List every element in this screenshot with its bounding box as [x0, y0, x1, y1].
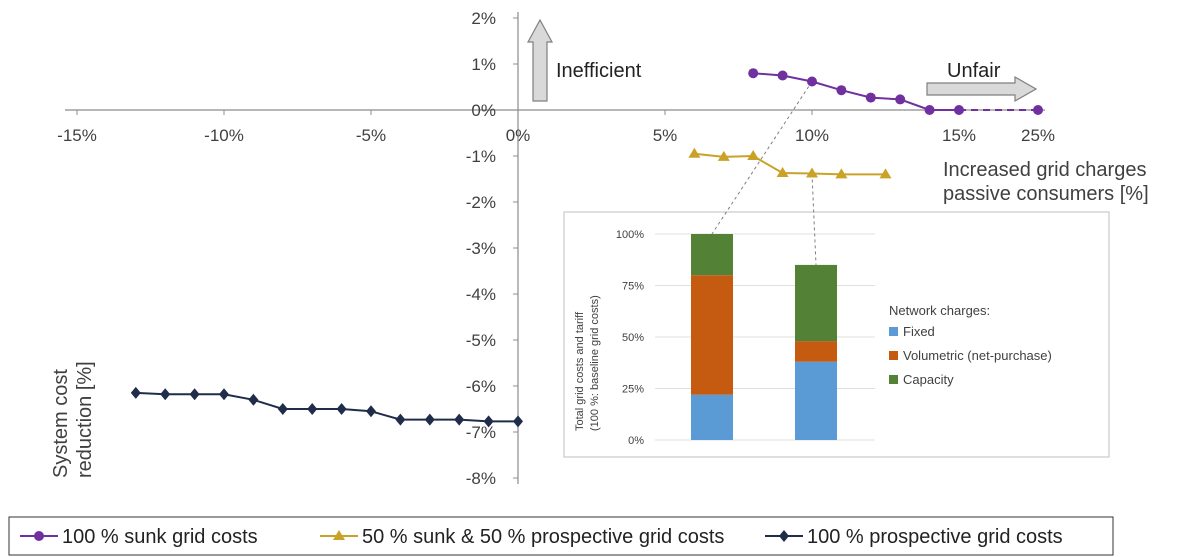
inset-y-tick-label: 100%	[616, 229, 644, 241]
x-tick-label: -10%	[204, 126, 244, 145]
x-tick-label: 15%	[942, 126, 976, 145]
data-point	[366, 405, 376, 418]
x-tick-label: 0%	[506, 126, 531, 145]
data-point	[924, 105, 935, 115]
main-plot: -15% -10% -5% 0% 5% 10% 15% 25% 2% 1% 0% -1% -2% -3% -…	[57, 9, 1055, 488]
inset-legend-label: Fixed	[903, 324, 935, 339]
inset-bar-segment-fixed	[691, 394, 733, 440]
data-point	[865, 92, 876, 103]
data-point	[307, 403, 318, 415]
inset-legend-title: Network charges:	[889, 303, 990, 318]
data-point	[395, 413, 406, 426]
data-point	[806, 167, 818, 178]
x-axis-title-line1: Increased grid charges	[943, 159, 1146, 181]
data-point	[776, 167, 789, 178]
series-layer	[130, 68, 1043, 428]
data-point	[160, 388, 171, 401]
unfair-label: Unfair	[947, 60, 1001, 82]
data-point	[333, 530, 345, 540]
connector-line	[711, 81, 813, 235]
data-point	[836, 85, 847, 96]
inefficient-label: Inefficient	[556, 60, 642, 82]
y-tick-label: 1%	[471, 55, 496, 74]
data-point	[513, 415, 523, 428]
legend-label: 100 % sunk grid costs	[62, 526, 258, 548]
series-line	[753, 72, 959, 111]
data-point	[277, 403, 288, 415]
data-point	[807, 76, 817, 87]
inset-legend-swatch	[889, 351, 898, 360]
x-tick-label: -15%	[57, 126, 97, 145]
legend: 100 % sunk grid costs 50 % sunk & 50 % pr…	[20, 526, 1063, 548]
inset-stacked-bar-chart: 100% 75% 50% 25% 0% Total grid costs and tari…	[574, 229, 1052, 447]
data-point	[248, 393, 259, 406]
y-tick-label: -1%	[466, 147, 496, 166]
data-point	[895, 94, 906, 105]
data-point	[835, 168, 848, 179]
data-point	[1033, 105, 1043, 115]
inset-legend-label: Volumetric (net-purchase)	[903, 348, 1052, 363]
unfair-annotation: Unfair	[926, 60, 1038, 103]
data-point	[34, 531, 44, 541]
data-point	[454, 413, 465, 426]
inset-y-tick-label: 25%	[622, 384, 644, 396]
data-point	[717, 150, 730, 161]
inset-bar-segment-capacity	[795, 264, 837, 342]
inset-y-axis-title-line2: (100 %: baseline grid costs)	[589, 295, 601, 431]
inset-connector-lines	[711, 81, 817, 265]
y-tick-label: -6%	[466, 377, 496, 396]
inset-bar-segment-volumetric	[795, 341, 837, 362]
data-point	[219, 388, 229, 401]
legend-label: 100 % prospective grid costs	[807, 526, 1063, 548]
inset-y-axis-title-line1: Total grid costs and tariff	[574, 311, 586, 431]
y-tick-label: -8%	[466, 469, 496, 488]
series-triangle	[688, 147, 892, 179]
inset-legend-label: Capacity	[903, 372, 954, 387]
y-axis-title-line1: System cost	[50, 369, 72, 478]
inset-y-tick-label: 75%	[622, 281, 644, 293]
y-tick-label: 0%	[471, 101, 496, 120]
y-tick-label: -7%	[466, 423, 496, 442]
x-tick-label: -5%	[356, 126, 386, 145]
inset-bar-segment-fixed	[795, 361, 837, 440]
data-point	[777, 70, 788, 81]
inset-y-tick-label: 0%	[628, 435, 644, 447]
y-tick-label: -4%	[466, 285, 496, 304]
data-point	[879, 168, 892, 179]
y-tick-label: -5%	[466, 331, 496, 350]
data-point	[130, 386, 141, 399]
x-axis-title-line2: passive consumers [%]	[943, 183, 1149, 205]
data-point	[189, 388, 200, 401]
data-point	[424, 413, 435, 426]
inset-bar-segment-capacity	[691, 234, 733, 276]
inset-bar-segment-volumetric	[691, 275, 733, 395]
x-tick-label: 10%	[795, 126, 829, 145]
series-circle	[748, 68, 1043, 115]
x-tick-label: 5%	[653, 126, 678, 145]
inefficient-annotation: Inefficient	[526, 18, 642, 102]
x-tick-label: 25%	[1021, 126, 1055, 145]
inset-y-tick-label: 50%	[622, 332, 644, 344]
y-axis-title-line2: reduction [%]	[74, 361, 96, 478]
inset-legend-swatch	[889, 327, 898, 336]
data-point	[688, 147, 701, 158]
data-point	[336, 403, 347, 415]
inset-legend-swatch	[889, 375, 898, 384]
data-point	[954, 105, 964, 115]
legend-label: 50 % sunk & 50 % prospective grid costs	[362, 526, 724, 548]
unfair-arrow-icon	[926, 75, 1038, 103]
series-diamond	[130, 386, 523, 428]
inefficient-arrow-icon	[526, 18, 554, 102]
legend-box	[8, 516, 1114, 556]
data-point	[747, 150, 760, 160]
y-tick-label: -3%	[466, 239, 496, 258]
data-point	[748, 68, 759, 79]
y-tick-label: 2%	[471, 9, 496, 28]
data-point	[779, 530, 789, 542]
y-tick-label: -2%	[466, 193, 496, 212]
data-point	[483, 415, 494, 428]
